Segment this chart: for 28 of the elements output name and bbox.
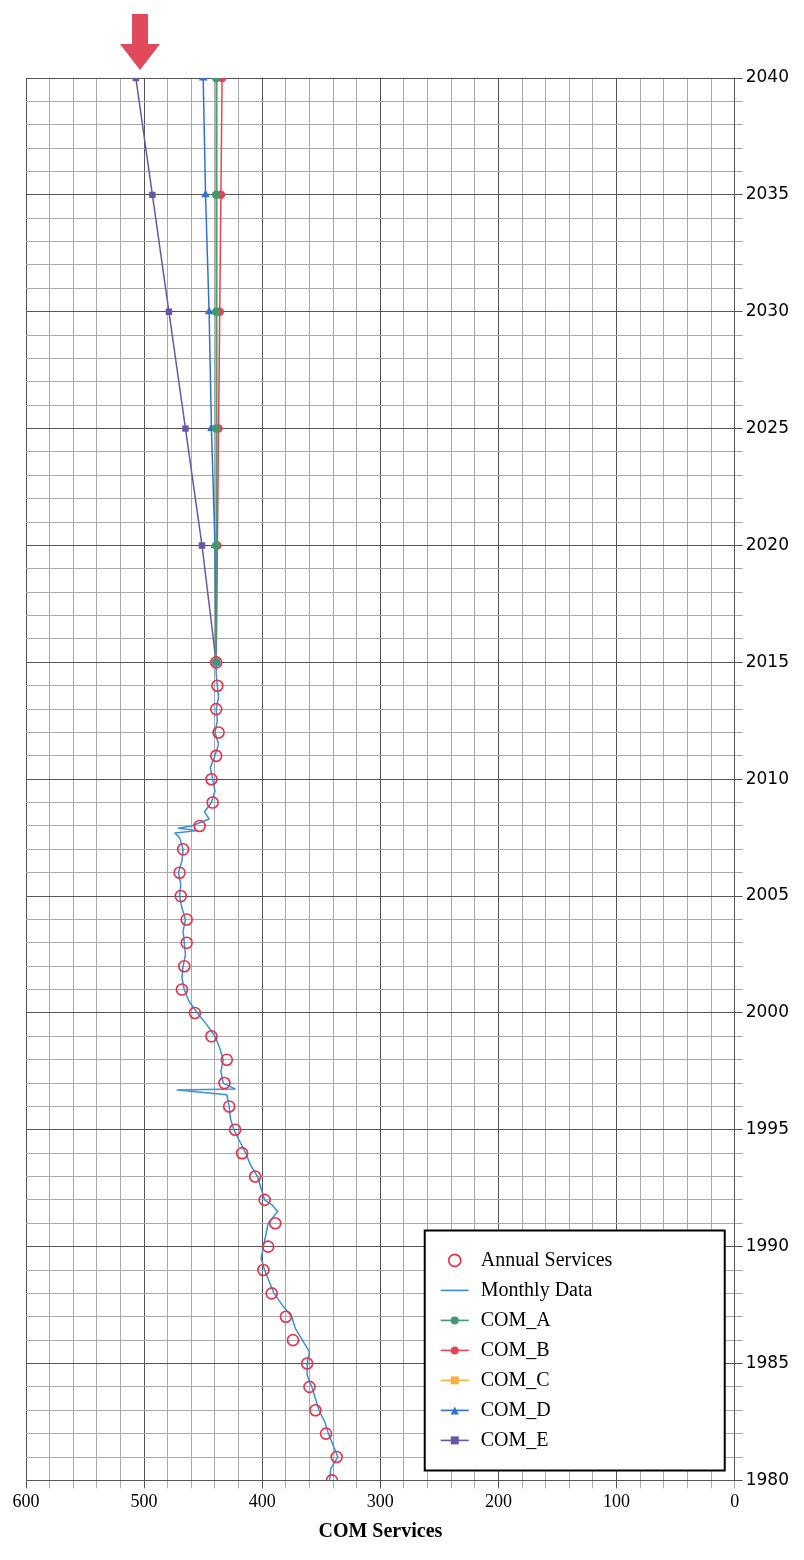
y-tick-label: 2000 <box>745 1001 789 1022</box>
x-tick-label: 300 <box>366 1490 394 1511</box>
y-tick-label: 2005 <box>745 884 789 905</box>
y-tick-label: 2035 <box>745 183 789 204</box>
x-tick-label: 0 <box>730 1490 740 1511</box>
legend-label: COM_A <box>480 1307 552 1330</box>
x-tick-label: 400 <box>248 1490 276 1511</box>
legend-label: Annual Services <box>480 1247 613 1270</box>
x-tick-label: 500 <box>130 1490 158 1511</box>
y-tick-label: 2020 <box>745 533 789 554</box>
legend-label: COM_E <box>480 1427 549 1450</box>
x-tick-label: 200 <box>484 1490 512 1511</box>
legend-label: COM_B <box>480 1337 550 1360</box>
x-axis-title: COM Services <box>318 1519 443 1542</box>
y-tick-label: 1985 <box>745 1351 789 1372</box>
y-tick-label: 1990 <box>745 1235 789 1256</box>
y-tick-label: 2015 <box>745 650 789 671</box>
legend-label: Monthly Data <box>480 1277 593 1301</box>
legend-label: COM_D <box>480 1397 551 1420</box>
legend-label: COM_C <box>480 1367 550 1390</box>
y-tick-label: 1980 <box>745 1468 789 1489</box>
y-tick-label: 2030 <box>745 300 789 321</box>
x-tick-label: 600 <box>12 1490 40 1511</box>
y-tick-label: 1995 <box>745 1118 789 1139</box>
x-tick-label: 100 <box>603 1490 631 1511</box>
y-tick-label: 2025 <box>745 417 789 438</box>
y-tick-label: 2040 <box>745 66 789 87</box>
y-tick-label: 2010 <box>745 767 789 788</box>
